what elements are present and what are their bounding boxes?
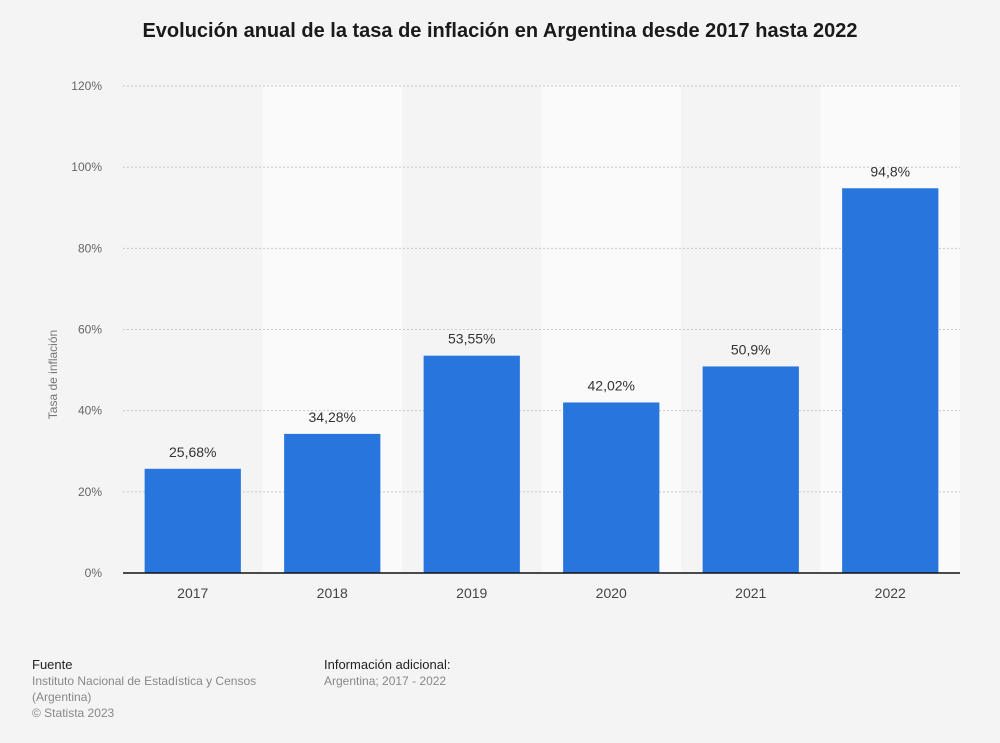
- y-tick-label: 20%: [78, 485, 102, 499]
- source-line: Instituto Nacional de Estadística y Cens…: [32, 674, 257, 688]
- y-tick-label: 80%: [78, 241, 102, 255]
- data-label: 53,55%: [448, 331, 495, 347]
- data-label: 25,68%: [169, 444, 216, 460]
- y-tick-label: 0%: [85, 566, 103, 580]
- x-tick-label: 2022: [875, 585, 906, 601]
- bar-2020: [563, 402, 660, 573]
- x-tick-label: 2018: [317, 585, 348, 601]
- data-label: 34,28%: [309, 409, 356, 425]
- data-label: 50,9%: [731, 341, 771, 357]
- bar-2017: [144, 468, 241, 573]
- info-text: Argentina; 2017 - 2022: [324, 674, 447, 688]
- x-tick-label: 2019: [456, 585, 487, 601]
- source-line: (Argentina): [32, 690, 92, 704]
- y-tick-label: 100%: [71, 160, 102, 174]
- source-heading: Fuente: [32, 657, 73, 672]
- bar-chart: 25,68% 34,28% 53,55% 42,02% 50,9% 94,8% 0% 20%…: [46, 79, 960, 601]
- x-tick-label: 2017: [177, 585, 208, 601]
- info-heading: Información adicional:: [324, 657, 451, 672]
- y-tick-label: 40%: [78, 404, 102, 418]
- info-block: Información adicional: Argentina; 2017 -…: [324, 657, 450, 689]
- bar-2021: [702, 366, 799, 573]
- chart-title: Evolución anual de la tasa de inflación …: [142, 20, 858, 42]
- x-tick-label: 2021: [735, 585, 766, 601]
- x-tick-label: 2020: [596, 585, 627, 601]
- y-tick-label: 60%: [78, 323, 102, 337]
- source-block: Fuente Instituto Nacional de Estadística…: [32, 657, 256, 721]
- data-label: 94,8%: [870, 163, 910, 179]
- bar-2022: [842, 188, 939, 573]
- y-tick-label: 120%: [71, 79, 102, 93]
- copyright: © Statista 2023: [32, 706, 115, 720]
- bar-2018: [284, 433, 381, 573]
- bar-2019: [423, 355, 520, 573]
- data-label: 42,02%: [588, 377, 635, 393]
- y-axis-label: Tasa de inflación: [46, 330, 60, 419]
